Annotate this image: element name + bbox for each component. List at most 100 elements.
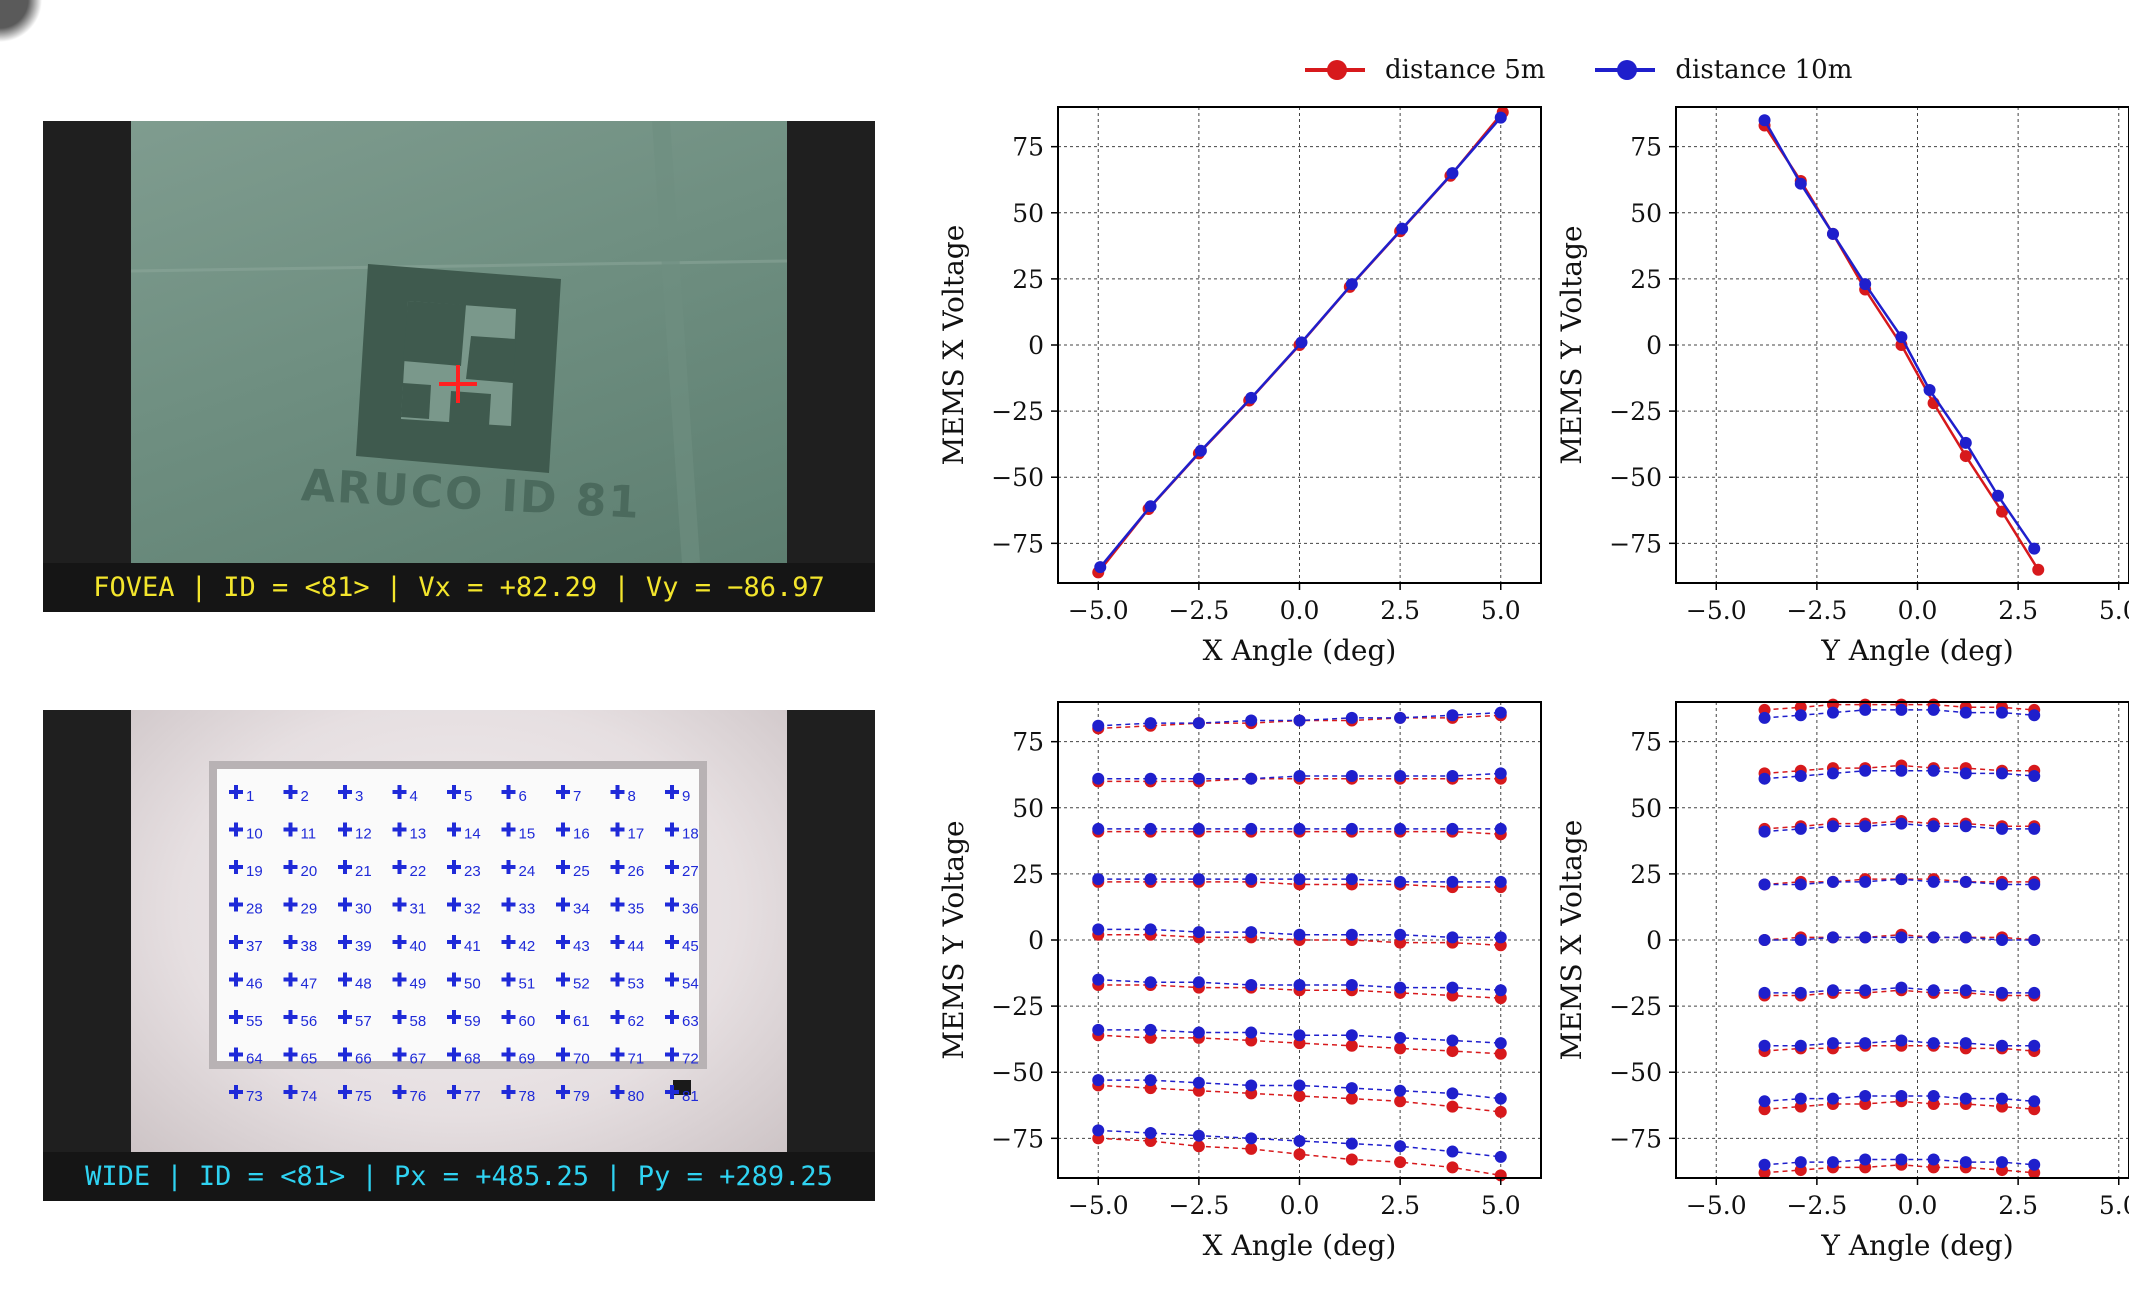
chart-1: −5.0 −2.5 0.0 2.5 5.0 −75 −50 −25 0 25 50 75 X Angle… xyxy=(937,106,1542,667)
grid-point-label: 12 xyxy=(355,826,372,843)
series-10m-point xyxy=(1345,711,1358,724)
grid-point-label: 78 xyxy=(519,1088,536,1105)
series-10m-point xyxy=(1794,878,1807,891)
series-10m-point xyxy=(1092,1023,1105,1036)
series-10m-point xyxy=(1927,931,1940,944)
grid-cross-icon xyxy=(447,972,461,987)
grid-point-label: 66 xyxy=(355,1051,372,1068)
y-tick-label: 0 xyxy=(1028,926,1044,955)
series-10m-point xyxy=(1959,931,1972,944)
series-10m-point xyxy=(1959,436,1972,449)
series-10m-point xyxy=(1092,772,1105,785)
grid-point-label: 24 xyxy=(519,863,536,880)
series-10m-point xyxy=(1092,1124,1105,1137)
series-10m-point xyxy=(1959,1156,1972,1169)
series-10m-point xyxy=(1494,767,1507,780)
grid-cross-icon xyxy=(229,822,243,837)
grid-cross-icon xyxy=(501,785,516,799)
y-tick-label: 75 xyxy=(1630,728,1662,757)
fovea-hud-readout: FOVEA | ID = <81> | Vx = +82.29 | Vy = −… xyxy=(43,563,875,612)
series-10m-point xyxy=(1859,875,1872,888)
grid-point-label: 30 xyxy=(355,901,372,918)
grid-point-label: 44 xyxy=(628,938,645,955)
grid-point-label: 37 xyxy=(246,938,263,955)
grid-cross-icon xyxy=(392,785,407,799)
grid-cross-icon xyxy=(283,1047,298,1062)
x-tick-label: −2.5 xyxy=(1169,596,1230,625)
series-10m-point xyxy=(1446,709,1459,722)
series-10m-point xyxy=(1192,822,1205,835)
series-10m-point xyxy=(1144,772,1157,785)
series-10m-point xyxy=(1394,1140,1407,1153)
series-5m-point xyxy=(1446,1100,1459,1113)
y-tick-label: −50 xyxy=(991,1058,1044,1087)
series-10m-point xyxy=(1494,706,1507,719)
series-10m-point xyxy=(1927,1090,1940,1103)
series-10m-point xyxy=(1446,931,1459,944)
series-10m-point xyxy=(1192,976,1205,989)
series-5m-point xyxy=(1192,1140,1205,1153)
x-axis-label: Y Angle (deg) xyxy=(1820,1229,2013,1262)
series-10m-point xyxy=(1758,825,1771,838)
grid-point-label: 69 xyxy=(519,1051,536,1068)
series-5m-point xyxy=(2032,563,2045,576)
y-tick-label: −25 xyxy=(1609,397,1662,426)
series-5m-point xyxy=(1345,1039,1358,1052)
x-tick-label: −2.5 xyxy=(1169,1191,1230,1220)
grid-cross-icon xyxy=(229,1047,243,1062)
series-10m-point xyxy=(1927,820,1940,833)
series-5m-point xyxy=(1494,1047,1507,1060)
grid-cross-icon xyxy=(338,1010,352,1024)
grid-cross-icon xyxy=(283,972,298,987)
grid-cross-icon xyxy=(556,822,570,837)
series-10m-point xyxy=(1859,1037,1872,1050)
series-10m-point xyxy=(1192,926,1205,939)
series-10m-point xyxy=(1794,1156,1807,1169)
y-tick-label: 25 xyxy=(1012,265,1044,294)
grid-cross-icon xyxy=(556,860,570,874)
grid-cross-icon xyxy=(392,1047,407,1062)
window-corner xyxy=(0,0,42,42)
grid-point-label: 10 xyxy=(246,826,263,843)
legend-swatch-5m xyxy=(1305,60,1365,80)
series-10m-point xyxy=(1092,1074,1105,1087)
series-10m-point xyxy=(1293,770,1306,783)
series-10m-point xyxy=(1895,331,1908,344)
series-10m-point xyxy=(1758,986,1771,999)
series-10m-point xyxy=(1959,984,1972,997)
grid-cross-icon xyxy=(610,897,625,912)
y-tick-label: 50 xyxy=(1630,794,1662,823)
grid-point-label: 54 xyxy=(682,976,699,993)
series-10m-point xyxy=(1996,706,2009,719)
series-5m-point xyxy=(1446,1161,1459,1174)
grid-cross-icon xyxy=(556,1047,570,1062)
grid-cross-icon xyxy=(338,822,352,837)
series-10m-point xyxy=(1192,873,1205,886)
x-tick-label: −5.0 xyxy=(1686,1191,1747,1220)
grid-cross-icon xyxy=(556,935,570,949)
grid-point-label: 67 xyxy=(410,1051,427,1068)
x-tick-label: −5.0 xyxy=(1686,596,1747,625)
legend-swatch-10m xyxy=(1595,60,1656,80)
series-10m-point xyxy=(1494,822,1507,835)
grid-cross-icon xyxy=(610,935,625,949)
grid-point-label: 65 xyxy=(301,1051,318,1068)
grid-cross-icon xyxy=(501,1010,516,1024)
series-10m-point xyxy=(1245,822,1258,835)
series-10m-point xyxy=(1192,1129,1205,1142)
x-tick-label: 2.5 xyxy=(1998,1191,2038,1220)
series-10m-point xyxy=(1826,931,1839,944)
series-10m-point xyxy=(1092,873,1105,886)
grid-point-label: 70 xyxy=(573,1051,590,1068)
series-5m-point xyxy=(1345,1092,1358,1105)
legend-item-10m: distance 10m xyxy=(1595,55,1852,85)
grid-cross-icon xyxy=(283,1085,298,1099)
wide-camera-panel: 1 2 3 4 5 6 7 8 9 10 11 12 13 14 15 16 17 18 19 20 21 22 23 24 2… xyxy=(43,710,875,1201)
y-tick-label: −75 xyxy=(991,1124,1044,1153)
grid-cross-icon xyxy=(229,897,243,912)
grid-point-label: 21 xyxy=(355,863,372,880)
x-tick-label: 2.5 xyxy=(1998,596,2038,625)
series-10m-point xyxy=(1758,772,1771,785)
y-tick-label: −50 xyxy=(1609,1058,1662,1087)
chart-3: −5.0 −2.5 0.0 2.5 5.0 −75 −50 −25 0 25 50 75 X Angle… xyxy=(937,701,1542,1262)
